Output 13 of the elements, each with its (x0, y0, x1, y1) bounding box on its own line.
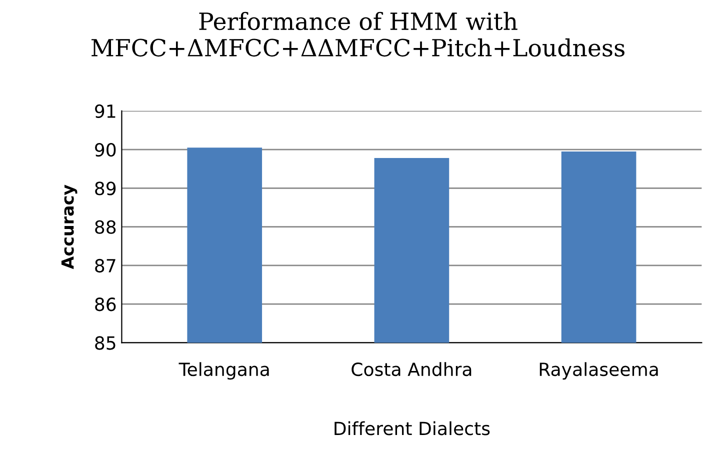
y-tick-label: 87 (95, 258, 116, 273)
x-tick-label: Rayalaseema (540, 362, 658, 380)
y-tick-label: 86 (95, 298, 116, 312)
y-tick-label: 91 (95, 104, 116, 118)
y-tick-label: 89 (95, 182, 116, 196)
y-tick-label: 85 (95, 336, 116, 350)
y-tick-label: 88 (95, 220, 116, 234)
chart-title: Performance of HMM with MFCC+ΔMFCC+ΔΔMFCC+Pitch+Loudness (92, 12, 624, 57)
x-tick-label: Costa Andhra (352, 362, 472, 376)
x-tick-label: Telangana (178, 362, 269, 380)
x-axis-title: Different Dialects (334, 421, 490, 436)
y-tick-label: 90 (95, 143, 116, 157)
y-axis-title: Accuracy (61, 184, 78, 270)
